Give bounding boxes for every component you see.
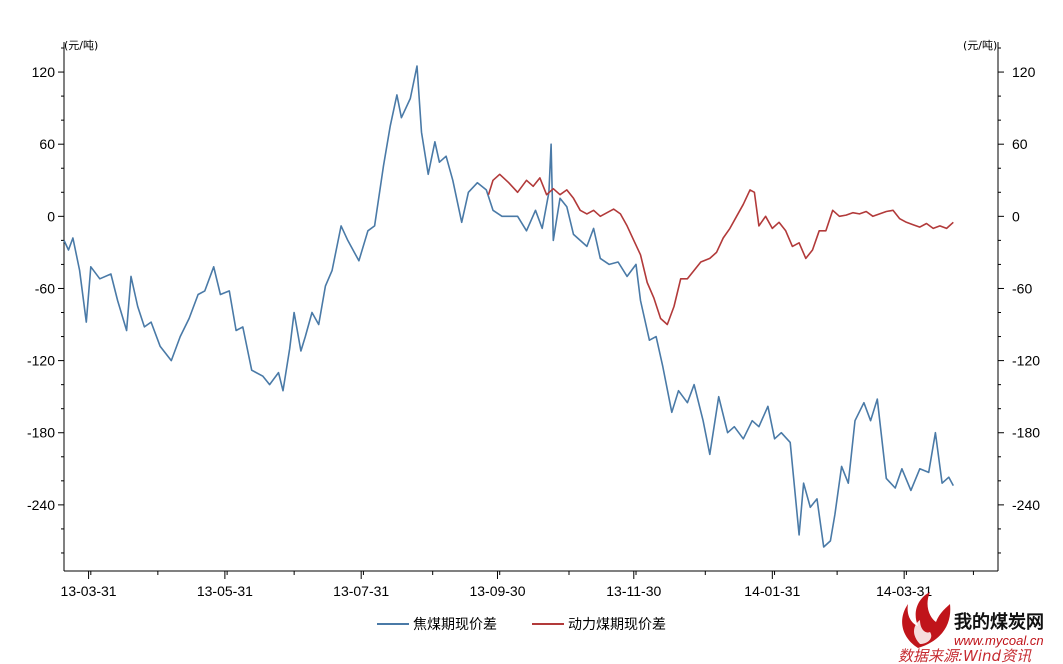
axes: 120 120 60 60 0 0 -60 -60 -120 -120 -180 -180 -240 -2… — [27, 42, 1040, 599]
y-tick-label-right: 0 — [1012, 208, 1020, 224]
x-tick-label: 14-03-31 — [876, 583, 932, 599]
y-tick-label-right: -240 — [1012, 497, 1040, 513]
y-tick-label-left: -180 — [27, 425, 55, 441]
watermark: 我的煤炭网 www.mycoal.cn 数据来源:Wind资讯 — [898, 592, 1044, 664]
y-tick-label-left: -120 — [27, 353, 55, 369]
y-unit-left: (元/吨) — [64, 39, 98, 52]
series-line-coking-coal — [63, 65, 955, 548]
x-tick-label: 13-07-31 — [333, 583, 389, 599]
y-tick-label-left: -240 — [27, 497, 55, 513]
x-tick-label: 14-01-31 — [744, 583, 800, 599]
y-tick-label-right: -120 — [1012, 353, 1040, 369]
watermark-source: 数据来源:Wind资讯 — [898, 647, 1032, 664]
y-tick-label-right: -60 — [1012, 280, 1032, 296]
legend: 焦煤期现价差 动力煤期现价差 — [377, 617, 666, 633]
series-line-thermal-coal — [487, 173, 954, 326]
mycoal-flame-logo — [902, 592, 951, 648]
y-tick-label-right: -180 — [1012, 425, 1040, 441]
x-tick-label: 13-11-30 — [606, 583, 661, 599]
legend-label-thermal-coal: 动力煤期现价差 — [568, 617, 666, 633]
legend-label-coking-coal: 焦煤期现价差 — [413, 617, 497, 633]
y-tick-label-left: 60 — [39, 136, 55, 152]
x-tick-label: 13-05-31 — [197, 583, 253, 599]
x-tick-label: 13-09-30 — [469, 583, 525, 599]
y-unit-right: (元/吨) — [963, 39, 997, 52]
x-tick-label: 13-03-31 — [61, 583, 117, 599]
y-tick-label-left: -60 — [35, 280, 55, 296]
watermark-site-name: 我的煤炭网 — [954, 611, 1044, 633]
y-tick-label-left: 120 — [32, 64, 56, 80]
y-tick-label-right: 120 — [1012, 64, 1036, 80]
y-tick-label-left: 0 — [47, 208, 55, 224]
y-tick-label-right: 60 — [1012, 136, 1028, 152]
series-layer — [63, 65, 955, 548]
watermark-url: www.mycoal.cn — [954, 633, 1044, 648]
